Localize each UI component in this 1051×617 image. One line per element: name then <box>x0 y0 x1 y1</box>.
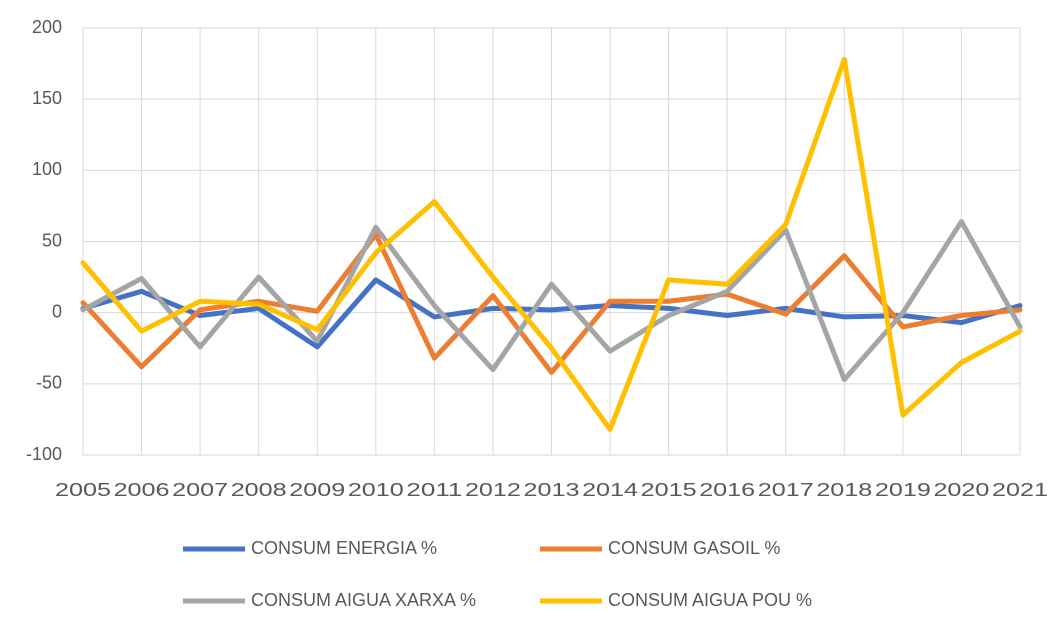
y-tick-label: 50 <box>42 230 62 250</box>
legend-label: CONSUM AIGUA XARXA % <box>251 590 476 610</box>
x-tick-label: 2015 <box>641 480 697 500</box>
series-line <box>80 56 1023 432</box>
x-tick-label: 2006 <box>114 480 170 500</box>
series-line <box>80 219 1023 383</box>
x-tick-label: 2021 <box>992 480 1048 500</box>
x-tick-label: 2005 <box>55 480 111 500</box>
x-tick-label: 2019 <box>875 480 931 500</box>
x-tick-label: 2018 <box>816 480 872 500</box>
x-tick-label: 2012 <box>465 480 521 500</box>
y-tick-label: 200 <box>32 17 62 37</box>
x-tick-label: 2009 <box>289 480 345 500</box>
x-tick-label: 2020 <box>933 480 989 500</box>
y-tick-label: 100 <box>32 159 62 179</box>
x-tick-label: 2007 <box>172 480 228 500</box>
x-tick-label: 2014 <box>582 480 638 500</box>
series-line <box>80 277 1023 350</box>
legend-label: CONSUM GASOIL % <box>608 538 780 558</box>
x-tick-label: 2013 <box>524 480 580 500</box>
y-tick-label: -50 <box>36 373 62 393</box>
x-tick-label: 2008 <box>231 480 287 500</box>
x-tick-label: 2010 <box>348 480 404 500</box>
y-tick-label: 0 <box>52 301 62 321</box>
legend-label: CONSUM ENERGIA % <box>251 538 437 558</box>
x-tick-label: 2016 <box>699 480 755 500</box>
legend-label: CONSUM AIGUA POU % <box>608 590 812 610</box>
y-tick-label: 150 <box>32 88 62 108</box>
x-tick-label: 2017 <box>758 480 814 500</box>
y-tick-label: -100 <box>26 444 62 464</box>
x-tick-label: 2011 <box>406 480 462 500</box>
